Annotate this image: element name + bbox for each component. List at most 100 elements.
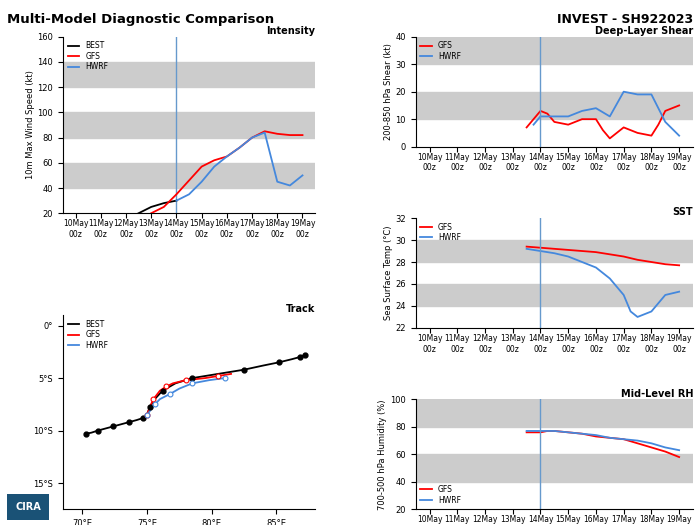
GFS xyxy=(620,254,628,260)
GFS xyxy=(298,132,307,138)
GFS xyxy=(634,440,642,446)
GFS xyxy=(536,429,545,435)
GFS xyxy=(536,245,545,251)
HWRF xyxy=(248,134,256,141)
GFS xyxy=(543,428,552,434)
GFS xyxy=(235,144,244,151)
HWRF xyxy=(273,178,281,185)
HWRF xyxy=(210,163,218,170)
Line: GFS: GFS xyxy=(151,131,302,213)
HWRF xyxy=(260,129,269,135)
GFS xyxy=(661,261,669,267)
GFS xyxy=(223,153,231,160)
GFS xyxy=(564,247,573,253)
GFS xyxy=(648,259,656,265)
HWRF xyxy=(550,113,559,120)
Line: HWRF: HWRF xyxy=(526,249,679,317)
HWRF xyxy=(606,435,614,441)
HWRF xyxy=(620,292,628,298)
GFS xyxy=(185,177,193,184)
Text: Deep-Layer Shear: Deep-Layer Shear xyxy=(595,26,693,36)
GFS xyxy=(550,428,559,434)
Bar xyxy=(416,37,693,64)
HWRF xyxy=(634,314,642,320)
HWRF xyxy=(223,153,231,160)
GFS xyxy=(606,251,614,257)
GFS xyxy=(661,108,669,114)
GFS xyxy=(578,430,587,437)
Bar xyxy=(416,400,693,427)
HWRF xyxy=(675,447,683,453)
GFS xyxy=(648,132,656,139)
GFS xyxy=(210,157,218,163)
Bar xyxy=(416,240,693,262)
Bar xyxy=(63,62,315,87)
Legend: GFS, HWRF: GFS, HWRF xyxy=(419,222,461,243)
GFS xyxy=(564,121,573,128)
Text: INVEST - SH922023: INVEST - SH922023 xyxy=(557,13,693,26)
HWRF xyxy=(185,191,193,197)
HWRF xyxy=(675,132,683,139)
GFS xyxy=(273,131,281,137)
HWRF xyxy=(648,308,656,314)
Text: CIRA: CIRA xyxy=(15,501,41,512)
HWRF xyxy=(172,197,181,204)
HWRF xyxy=(286,182,294,188)
Line: HWRF: HWRF xyxy=(176,132,302,201)
Line: GFS: GFS xyxy=(526,247,679,265)
Y-axis label: 200-850 hPa Shear (kt): 200-850 hPa Shear (kt) xyxy=(384,43,393,140)
HWRF xyxy=(606,275,614,281)
GFS xyxy=(172,191,181,197)
HWRF xyxy=(536,113,545,120)
BEST xyxy=(122,216,130,223)
HWRF xyxy=(648,440,656,446)
GFS xyxy=(260,128,269,134)
Legend: BEST, GFS, HWRF: BEST, GFS, HWRF xyxy=(66,40,109,72)
HWRF xyxy=(592,432,600,438)
GFS xyxy=(550,119,559,125)
Y-axis label: 700-500 hPa Humidity (%): 700-500 hPa Humidity (%) xyxy=(379,399,387,510)
Bar xyxy=(416,92,693,119)
GFS xyxy=(536,108,545,114)
Legend: GFS, HWRF: GFS, HWRF xyxy=(419,40,461,61)
HWRF xyxy=(197,178,206,185)
BEST xyxy=(147,204,155,210)
Bar xyxy=(416,454,693,482)
HWRF xyxy=(564,113,573,120)
GFS xyxy=(634,130,642,136)
HWRF xyxy=(550,428,559,434)
Line: HWRF: HWRF xyxy=(533,92,679,135)
Text: Track: Track xyxy=(286,304,315,314)
HWRF xyxy=(606,113,614,120)
HWRF xyxy=(298,172,307,179)
GFS xyxy=(286,132,294,138)
HWRF xyxy=(661,119,669,125)
GFS xyxy=(675,102,683,109)
BEST xyxy=(160,200,168,206)
GFS xyxy=(522,244,531,250)
Y-axis label: Sea Surface Temp (°C): Sea Surface Temp (°C) xyxy=(384,226,393,320)
HWRF xyxy=(592,265,600,271)
Y-axis label: 10m Max Wind Speed (kt): 10m Max Wind Speed (kt) xyxy=(26,70,34,180)
GFS xyxy=(620,436,628,443)
GFS xyxy=(592,249,600,255)
GFS xyxy=(675,262,683,268)
GFS xyxy=(592,116,600,122)
HWRF xyxy=(564,429,573,435)
BEST xyxy=(172,197,181,204)
GFS xyxy=(578,248,587,254)
Line: BEST: BEST xyxy=(126,201,176,219)
GFS xyxy=(598,127,607,133)
GFS xyxy=(592,433,600,439)
HWRF xyxy=(648,91,656,98)
GFS xyxy=(634,257,642,263)
GFS xyxy=(606,135,614,142)
HWRF xyxy=(634,437,642,444)
HWRF xyxy=(620,436,628,443)
HWRF xyxy=(626,308,635,314)
HWRF xyxy=(578,430,587,437)
GFS xyxy=(147,210,155,216)
GFS xyxy=(543,111,552,117)
HWRF xyxy=(592,105,600,111)
Line: HWRF: HWRF xyxy=(526,431,679,450)
